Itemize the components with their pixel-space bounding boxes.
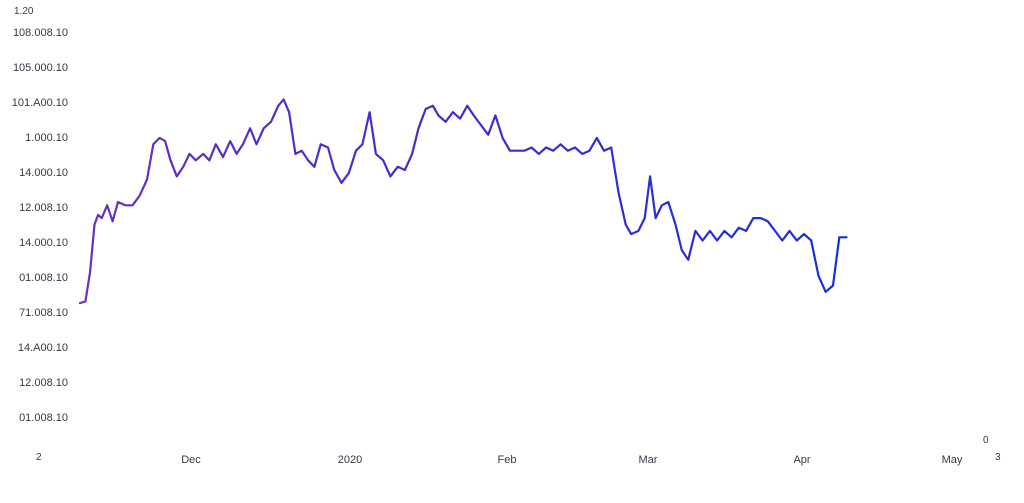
y-tick-label: 14.000.10 xyxy=(19,237,68,249)
y-axis: 108.008.10 105.000.10 101.A00.10 1.000.10 14… xyxy=(12,27,68,424)
x-tick-label: Feb xyxy=(498,454,517,466)
series-group xyxy=(78,98,848,305)
y-tick-label: 108.008.10 xyxy=(13,27,68,39)
corner-label-right-mark: 0 xyxy=(983,435,989,446)
y-tick-label: 01.008.10 xyxy=(19,412,68,424)
x-tick-label: Mar xyxy=(639,454,658,466)
y-tick-label: 12.008.10 xyxy=(19,202,68,214)
y-tick-label: 1.000.10 xyxy=(25,132,68,144)
series-line xyxy=(78,98,848,305)
y-tick-label: 14.A00.10 xyxy=(18,342,68,354)
y-tick-label: 14.000.10 xyxy=(19,167,68,179)
x-tick-label: Dec xyxy=(181,454,201,466)
x-tick-label: May xyxy=(942,454,963,466)
y-tick-label: 01.008.10 xyxy=(19,272,68,284)
corner-label-top-left: 1.20 xyxy=(14,6,34,17)
x-tick-label: 2020 xyxy=(338,454,362,466)
x-axis: Dec 2020 Feb Mar Apr May xyxy=(181,454,963,466)
corner-label-bottom-left: 2 xyxy=(36,452,42,463)
x-tick-label: Apr xyxy=(793,454,810,466)
corner-label-bottom-right: 3 xyxy=(995,452,1001,463)
y-tick-label: 71.008.10 xyxy=(19,307,68,319)
y-tick-label: 105.000.10 xyxy=(13,62,68,74)
y-tick-label: 101.A00.10 xyxy=(12,97,68,109)
y-tick-label: 12.008.10 xyxy=(19,377,68,389)
